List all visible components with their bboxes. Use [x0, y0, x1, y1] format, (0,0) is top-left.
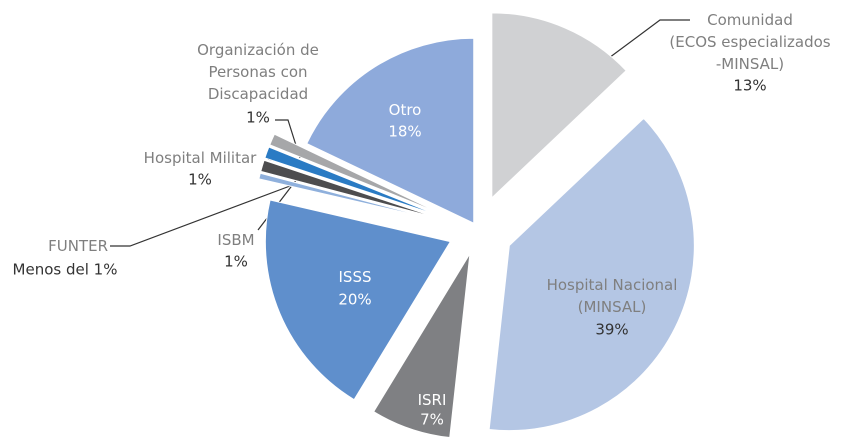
slice-label: Otro: [389, 101, 422, 119]
slice-label: Hospital Nacional (MINSAL): [547, 276, 678, 316]
slice-label: Organización de Personas con Discapacidad: [197, 41, 319, 103]
leader-line: [110, 182, 299, 247]
pie-slice: [373, 253, 471, 439]
pie-slice: [264, 199, 452, 401]
leader-line: [589, 19, 690, 73]
pie-slice: [258, 172, 440, 221]
slice-label: Hospital Militar: [144, 149, 257, 167]
value-label: 1%: [188, 171, 212, 189]
slice-label: ISBM: [217, 231, 254, 249]
value-label: 18%: [388, 123, 421, 141]
value-label: 7%: [420, 411, 444, 429]
value-label: 1%: [246, 109, 270, 127]
value-label: 13%: [733, 77, 766, 95]
value-label: 1%: [224, 253, 248, 271]
pie-slice: [306, 37, 475, 225]
slice-label: ISRI: [418, 391, 447, 409]
slice-label: ISSS: [339, 268, 372, 286]
value-label: 20%: [338, 291, 371, 309]
value-label: 39%: [595, 321, 628, 339]
value-label: Menos del 1%: [13, 261, 118, 279]
slice-label: FUNTER: [48, 237, 108, 255]
pie-slice: [264, 146, 441, 217]
slice-label: Comunidad (ECOS especializados -MINSAL): [669, 11, 830, 73]
pie-slice: [488, 117, 695, 432]
pie-slice: [491, 12, 627, 200]
pie-slice: [269, 133, 442, 215]
pie-slice: [260, 159, 440, 220]
